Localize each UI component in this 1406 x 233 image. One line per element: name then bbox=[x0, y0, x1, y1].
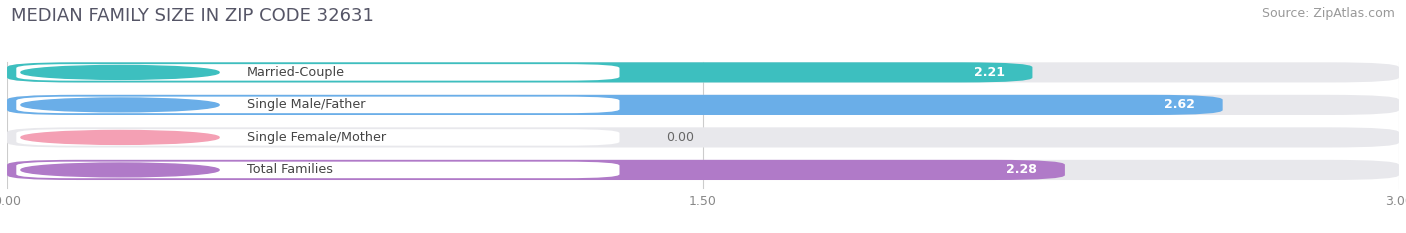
FancyBboxPatch shape bbox=[7, 127, 1399, 147]
FancyBboxPatch shape bbox=[17, 129, 620, 146]
FancyBboxPatch shape bbox=[7, 95, 1399, 115]
Text: Source: ZipAtlas.com: Source: ZipAtlas.com bbox=[1261, 7, 1395, 20]
FancyBboxPatch shape bbox=[17, 162, 620, 178]
FancyBboxPatch shape bbox=[17, 97, 620, 113]
FancyBboxPatch shape bbox=[7, 95, 1223, 115]
Text: Single Female/Mother: Single Female/Mother bbox=[247, 131, 387, 144]
Text: 0.00: 0.00 bbox=[666, 131, 695, 144]
Text: 2.28: 2.28 bbox=[1007, 163, 1038, 176]
FancyBboxPatch shape bbox=[17, 64, 620, 81]
Circle shape bbox=[21, 98, 219, 112]
Circle shape bbox=[21, 130, 219, 144]
FancyBboxPatch shape bbox=[7, 62, 1399, 82]
Text: Married-Couple: Married-Couple bbox=[247, 66, 344, 79]
Circle shape bbox=[21, 65, 219, 79]
FancyBboxPatch shape bbox=[7, 160, 1399, 180]
Text: Single Male/Father: Single Male/Father bbox=[247, 98, 366, 111]
Text: 2.62: 2.62 bbox=[1164, 98, 1195, 111]
FancyBboxPatch shape bbox=[7, 62, 1032, 82]
FancyBboxPatch shape bbox=[7, 160, 1064, 180]
Text: 2.21: 2.21 bbox=[973, 66, 1004, 79]
Text: MEDIAN FAMILY SIZE IN ZIP CODE 32631: MEDIAN FAMILY SIZE IN ZIP CODE 32631 bbox=[11, 7, 374, 25]
Circle shape bbox=[21, 163, 219, 177]
Text: Total Families: Total Families bbox=[247, 163, 333, 176]
